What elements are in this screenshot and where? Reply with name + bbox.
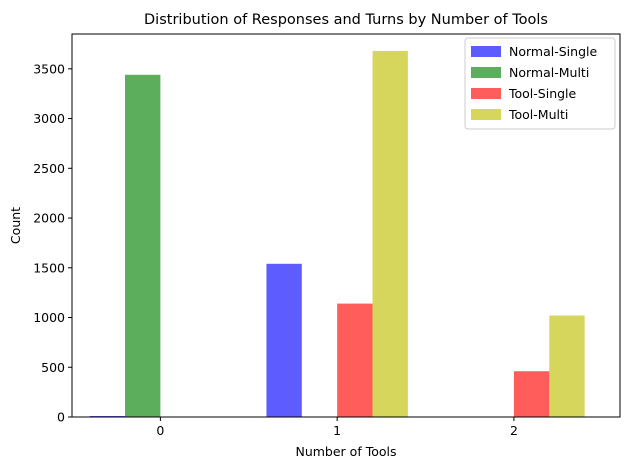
legend-frame [464, 37, 616, 130]
y-axis-label: Count [8, 207, 23, 244]
y-tick-label: 3000 [33, 111, 65, 126]
y-tick-label: 1000 [33, 310, 65, 325]
y-tick-label: 0 [57, 410, 65, 425]
bar-tool-single-1 [337, 303, 373, 417]
legend-label-normal-single: Normal-Single [509, 44, 597, 59]
legend-label-normal-multi: Normal-Multi [509, 65, 589, 80]
y-tick-label: 2000 [33, 211, 65, 226]
bar-tool-multi-1 [372, 50, 408, 418]
x-tick-label: 2 [510, 423, 518, 438]
y-tick-label: 500 [41, 360, 65, 375]
bar-normal-multi-0 [125, 74, 161, 417]
y-tick-label: 1500 [33, 260, 65, 275]
legend-swatch-normal-multi [471, 67, 501, 78]
bar-tool-single-2 [513, 371, 550, 417]
legend: Normal-Single Normal-Multi Tool-Single Tool… [464, 37, 616, 130]
legend-swatch-tool-multi [471, 109, 501, 120]
y-tick-label: 3500 [33, 61, 65, 76]
chart-title: Distribution of Responses and Turns by N… [144, 12, 548, 28]
legend-swatch-normal-single [471, 46, 501, 57]
bar-tool-multi-2 [549, 315, 585, 417]
x-axis-label: Number of Tools [295, 444, 396, 459]
legend-items: Normal-Single Normal-Multi Tool-Single Tool… [471, 44, 597, 122]
legend-label-tool-multi: Tool-Multi [508, 107, 568, 122]
x-tick-label: 0 [156, 423, 164, 438]
y-axis: 0 500 1000 1500 2000 2500 3000 3500 [33, 61, 72, 425]
bars-layer [89, 50, 585, 418]
y-tick-label: 2500 [33, 161, 65, 176]
x-axis: 0 1 2 [156, 417, 518, 438]
legend-swatch-tool-single [471, 88, 501, 99]
x-tick-label: 1 [333, 423, 341, 438]
plot-frame [71, 33, 621, 418]
bar-normal-single-1 [266, 263, 302, 417]
legend-label-tool-single: Tool-Single [508, 86, 577, 101]
